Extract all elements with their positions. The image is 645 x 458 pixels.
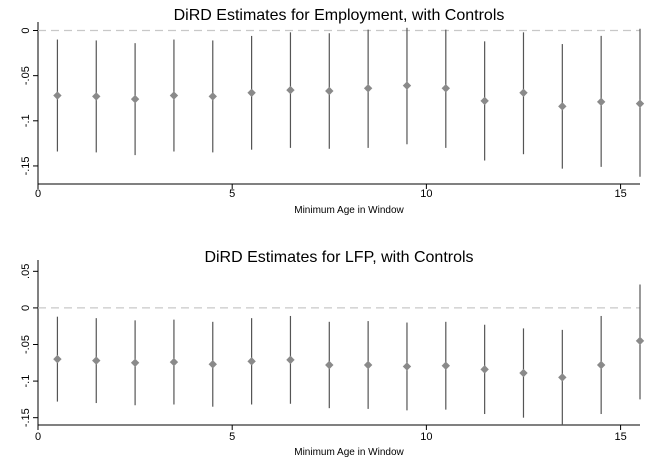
y-tick-label: -.1 xyxy=(20,114,32,127)
point-estimate xyxy=(635,99,645,108)
point-estimate xyxy=(53,91,62,100)
point-estimate xyxy=(635,336,645,346)
x-tick-label: 15 xyxy=(614,431,626,443)
point-estimate xyxy=(169,91,179,100)
x-axis-title: Minimum Age in Window xyxy=(294,447,404,458)
point-estimate xyxy=(596,97,606,107)
x-tick-label: 10 xyxy=(420,431,432,443)
point-estimate xyxy=(558,373,567,382)
point-estimate xyxy=(519,368,528,378)
point-estimate xyxy=(208,360,217,369)
x-tick-label: 15 xyxy=(614,188,626,200)
point-estimate xyxy=(286,85,295,95)
x-axis-title: Minimum Age in Window xyxy=(294,205,404,216)
point-estimate xyxy=(402,362,412,371)
x-tick-label: 5 xyxy=(229,431,235,443)
point-estimate xyxy=(169,357,179,367)
point-estimate xyxy=(441,361,451,370)
point-estimate xyxy=(325,86,334,96)
x-tick-label: 5 xyxy=(229,188,235,200)
y-tick-label: .05 xyxy=(20,264,32,279)
point-estimate xyxy=(480,365,489,374)
point-estimate xyxy=(363,360,373,370)
x-tick-label: 0 xyxy=(35,431,41,443)
point-estimate xyxy=(92,92,101,101)
point-estimate xyxy=(130,94,140,104)
y-tick-label: 0 xyxy=(20,305,32,311)
y-tick-label: -.05 xyxy=(20,335,32,354)
x-tick-label: 0 xyxy=(35,188,41,200)
employment-panel: DiRD Estimates for Employment, with Cont… xyxy=(20,7,645,216)
point-estimate xyxy=(92,356,101,365)
point-estimate xyxy=(247,357,256,366)
point-estimate xyxy=(402,81,412,90)
chart-title: DiRD Estimates for LFP, with Controls xyxy=(204,249,473,266)
y-tick-label: -.15 xyxy=(20,156,32,175)
x-tick-label: 10 xyxy=(420,188,432,200)
point-estimate xyxy=(441,84,451,93)
point-estimate xyxy=(480,96,489,106)
y-tick-label: 0 xyxy=(20,27,32,33)
y-tick-label: -.1 xyxy=(20,375,32,388)
y-tick-label: -.05 xyxy=(20,66,32,85)
chart-title: DiRD Estimates for Employment, with Cont… xyxy=(174,7,505,24)
point-estimate xyxy=(558,102,567,111)
point-estimate xyxy=(208,92,217,101)
point-estimate xyxy=(363,84,373,93)
point-estimate xyxy=(596,360,606,370)
y-tick-label: -.15 xyxy=(20,408,32,427)
point-estimate xyxy=(325,360,334,370)
point-estimate xyxy=(53,354,62,364)
point-estimate xyxy=(286,355,295,365)
point-estimate xyxy=(519,88,528,98)
lfp-panel: DiRD Estimates for LFP, with Controls .05… xyxy=(20,249,645,458)
point-estimate xyxy=(130,358,140,367)
point-estimate xyxy=(247,88,256,98)
